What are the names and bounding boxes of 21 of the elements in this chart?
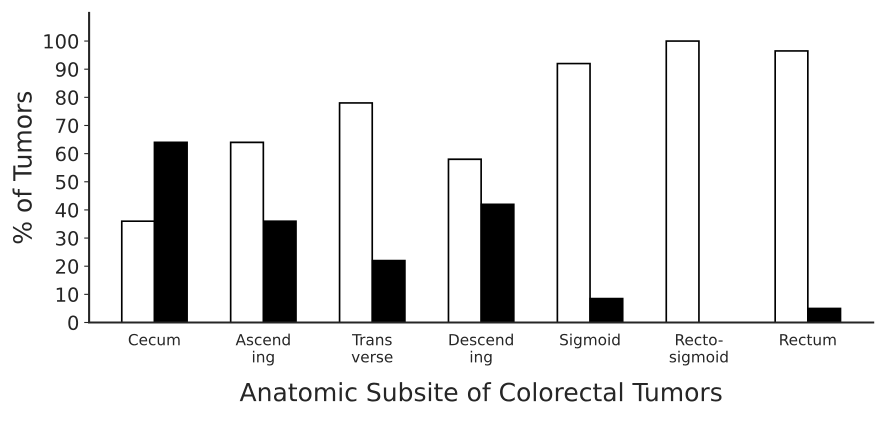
x-tick-label: Rectum: [780, 334, 836, 346]
bar: [665, 40, 700, 322]
x-tick-label: Trans verse: [352, 334, 392, 363]
x-tick-label: Descend ing: [449, 334, 513, 366]
y-tick-label: 40: [56, 202, 78, 218]
x-tick-label: Sigmoid: [560, 334, 620, 348]
y-tick-label: 70: [56, 118, 78, 134]
y-tick-label: 60: [56, 146, 78, 162]
y-tick-label: 10: [56, 287, 78, 302]
y-tick-label: 30: [56, 231, 78, 246]
y-tick-label: 20: [56, 259, 78, 274]
x-tick-label: Ascend ing: [236, 334, 290, 366]
x-axis-title: Anatomic Subsite of Colorectal Tumors: [240, 382, 722, 402]
y-tick-label: 0: [68, 315, 78, 330]
x-tick-label: Cecum: [128, 334, 180, 346]
x-tick-label: Recto- sigmoid: [670, 334, 728, 366]
y-tick-label: 50: [56, 174, 78, 190]
y-tick-label: 90: [56, 62, 78, 77]
y-tick-label: 100: [44, 34, 78, 49]
y-tick-label: 80: [56, 90, 78, 105]
y-axis-title: % of Tumors: [12, 92, 32, 244]
